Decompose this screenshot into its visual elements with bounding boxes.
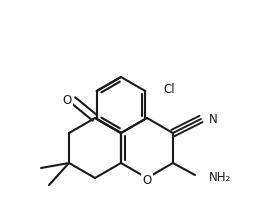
Text: O: O (142, 174, 152, 186)
Text: O: O (62, 93, 72, 107)
Text: N: N (209, 113, 218, 125)
Text: Cl: Cl (163, 83, 175, 95)
Text: NH₂: NH₂ (209, 170, 231, 184)
